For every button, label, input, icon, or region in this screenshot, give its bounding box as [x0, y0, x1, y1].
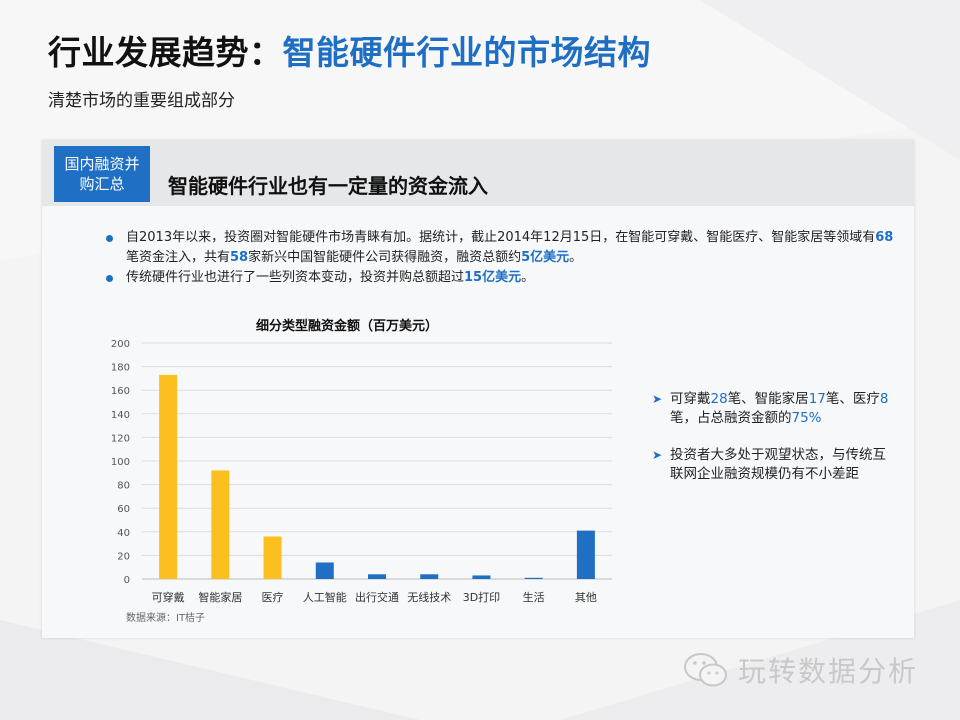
- content-panel: 国内融资并购汇总 智能硬件行业也有一定量的资金流入 自2013年以来，投资圈对智…: [42, 140, 914, 638]
- bullet-text: 家新兴中国智能硬件公司获得融资，融资总额约: [248, 250, 522, 265]
- note-text: 投资者大多处于观望状态，与传统互联网企业融资规模仍有不小差距: [670, 447, 886, 482]
- bullet-text: 笔资金注入，共有: [126, 250, 231, 265]
- x-tick-label: 其他: [575, 591, 597, 604]
- arrow-right-icon: ➤: [652, 392, 663, 406]
- side-note: ➤ 投资者大多处于观望状态，与传统互联网企业融资规模仍有不小差距: [648, 446, 898, 484]
- watermark-text: 玩转数据分析: [738, 655, 919, 688]
- y-tick-label: 160: [111, 386, 130, 397]
- bullet-item: 自2013年以来，投资圈对智能硬件市场青睐有加。据统计，截止2014年12月15…: [104, 228, 894, 268]
- bar: [576, 530, 595, 579]
- panel-tag: 国内融资并购汇总: [54, 146, 150, 202]
- x-tick-label: 人工智能: [303, 590, 347, 604]
- bullet-item: 传统硬件行业也进行了一些列资本变动，投资并购总额超过15亿美元。: [104, 268, 894, 288]
- panel-tag-label: 国内融资并购汇总: [64, 155, 140, 193]
- bullet-text: 传统硬件行业也进行了一些列资本变动，投资并购总额超过: [126, 270, 465, 285]
- arrow-right-icon: ➤: [652, 448, 663, 462]
- note-text: 可穿戴: [670, 391, 711, 407]
- note-highlight: 75%: [791, 410, 822, 426]
- wechat-icon: [684, 653, 727, 687]
- y-tick-label: 180: [111, 363, 130, 374]
- bar: [315, 562, 334, 579]
- x-tick-label: 可穿戴: [152, 590, 185, 604]
- x-tick-label: 出行交通: [355, 590, 399, 604]
- chart-source: 数据来源：IT桔子: [126, 611, 205, 624]
- page-title: 行业发展趋势：智能硬件行业的市场结构: [48, 26, 651, 74]
- bar: [368, 574, 386, 579]
- bullet-dot-icon: [106, 235, 113, 242]
- bar: [211, 470, 230, 579]
- y-tick-label: 40: [117, 528, 130, 539]
- x-tick-label: 医疗: [262, 590, 284, 604]
- y-tick-label: 140: [111, 410, 130, 421]
- panel-heading: 智能硬件行业也有一定量的资金流入: [168, 174, 488, 198]
- y-tick-label: 100: [111, 457, 130, 468]
- bar: [159, 374, 178, 579]
- note-highlight: 17: [808, 391, 826, 407]
- bullet-text: 自2013年以来，投资圈对智能硬件市场青睐有加。据统计，截止2014年12月15…: [126, 230, 876, 245]
- bar: [263, 536, 282, 579]
- side-note: ➤ 可穿戴28笔、智能家居17笔、医疗8 笔，占总融资金额的75%: [648, 390, 898, 428]
- x-tick-label: 生活: [523, 590, 545, 604]
- bullet-text: 。: [569, 250, 583, 265]
- bullet-text: 。: [521, 270, 535, 285]
- bullet-highlight: 5亿美元: [521, 250, 570, 265]
- bullet-list: 自2013年以来，投资圈对智能硬件市场青睐有加。据统计，截止2014年12月15…: [104, 228, 894, 288]
- y-tick-label: 120: [111, 433, 130, 444]
- note-highlight: 28: [710, 391, 728, 407]
- title-main: 行业发展趋势：: [48, 33, 283, 72]
- note-text: 笔，占总融资金额的: [670, 410, 792, 426]
- y-tick-label: 200: [111, 339, 130, 350]
- y-tick-label: 80: [117, 481, 130, 492]
- watermark: 玩转数据分析: [682, 650, 918, 690]
- bullet-highlight: 68: [875, 230, 894, 245]
- y-tick-label: 20: [117, 551, 130, 562]
- bar: [420, 574, 439, 579]
- chart-title: 细分类型融资金额（百万美元）: [256, 318, 438, 334]
- y-tick-label: 0: [124, 575, 130, 586]
- y-tick-label: 60: [117, 504, 130, 515]
- side-notes: ➤ 可穿戴28笔、智能家居17笔、医疗8 笔，占总融资金额的75% ➤ 投资者大多…: [648, 390, 898, 502]
- note-text: 笔、智能家居: [727, 391, 809, 407]
- bullet-highlight: 58: [230, 250, 249, 265]
- x-tick-label: 智能家居: [198, 590, 242, 604]
- panel-header: 国内融资并购汇总 智能硬件行业也有一定量的资金流入: [42, 140, 914, 206]
- page-subtitle: 清楚市场的重要组成部分: [48, 91, 235, 111]
- x-tick-label: 3D打印: [463, 590, 500, 604]
- bullet-dot-icon: [106, 275, 113, 282]
- bullet-highlight: 15亿美元: [464, 270, 522, 285]
- note-text: 笔、医疗: [825, 391, 880, 407]
- title-accent: 智能硬件行业的市场结构: [282, 33, 651, 72]
- note-highlight: 8: [879, 391, 889, 407]
- bar: [524, 577, 543, 579]
- bar: [472, 575, 491, 579]
- bar-chart: 细分类型融资金额（百万美元） 0 20 40 60 80 100 120 140 160 180 20…: [111, 318, 612, 624]
- x-tick-label: 无线技术: [407, 590, 451, 604]
